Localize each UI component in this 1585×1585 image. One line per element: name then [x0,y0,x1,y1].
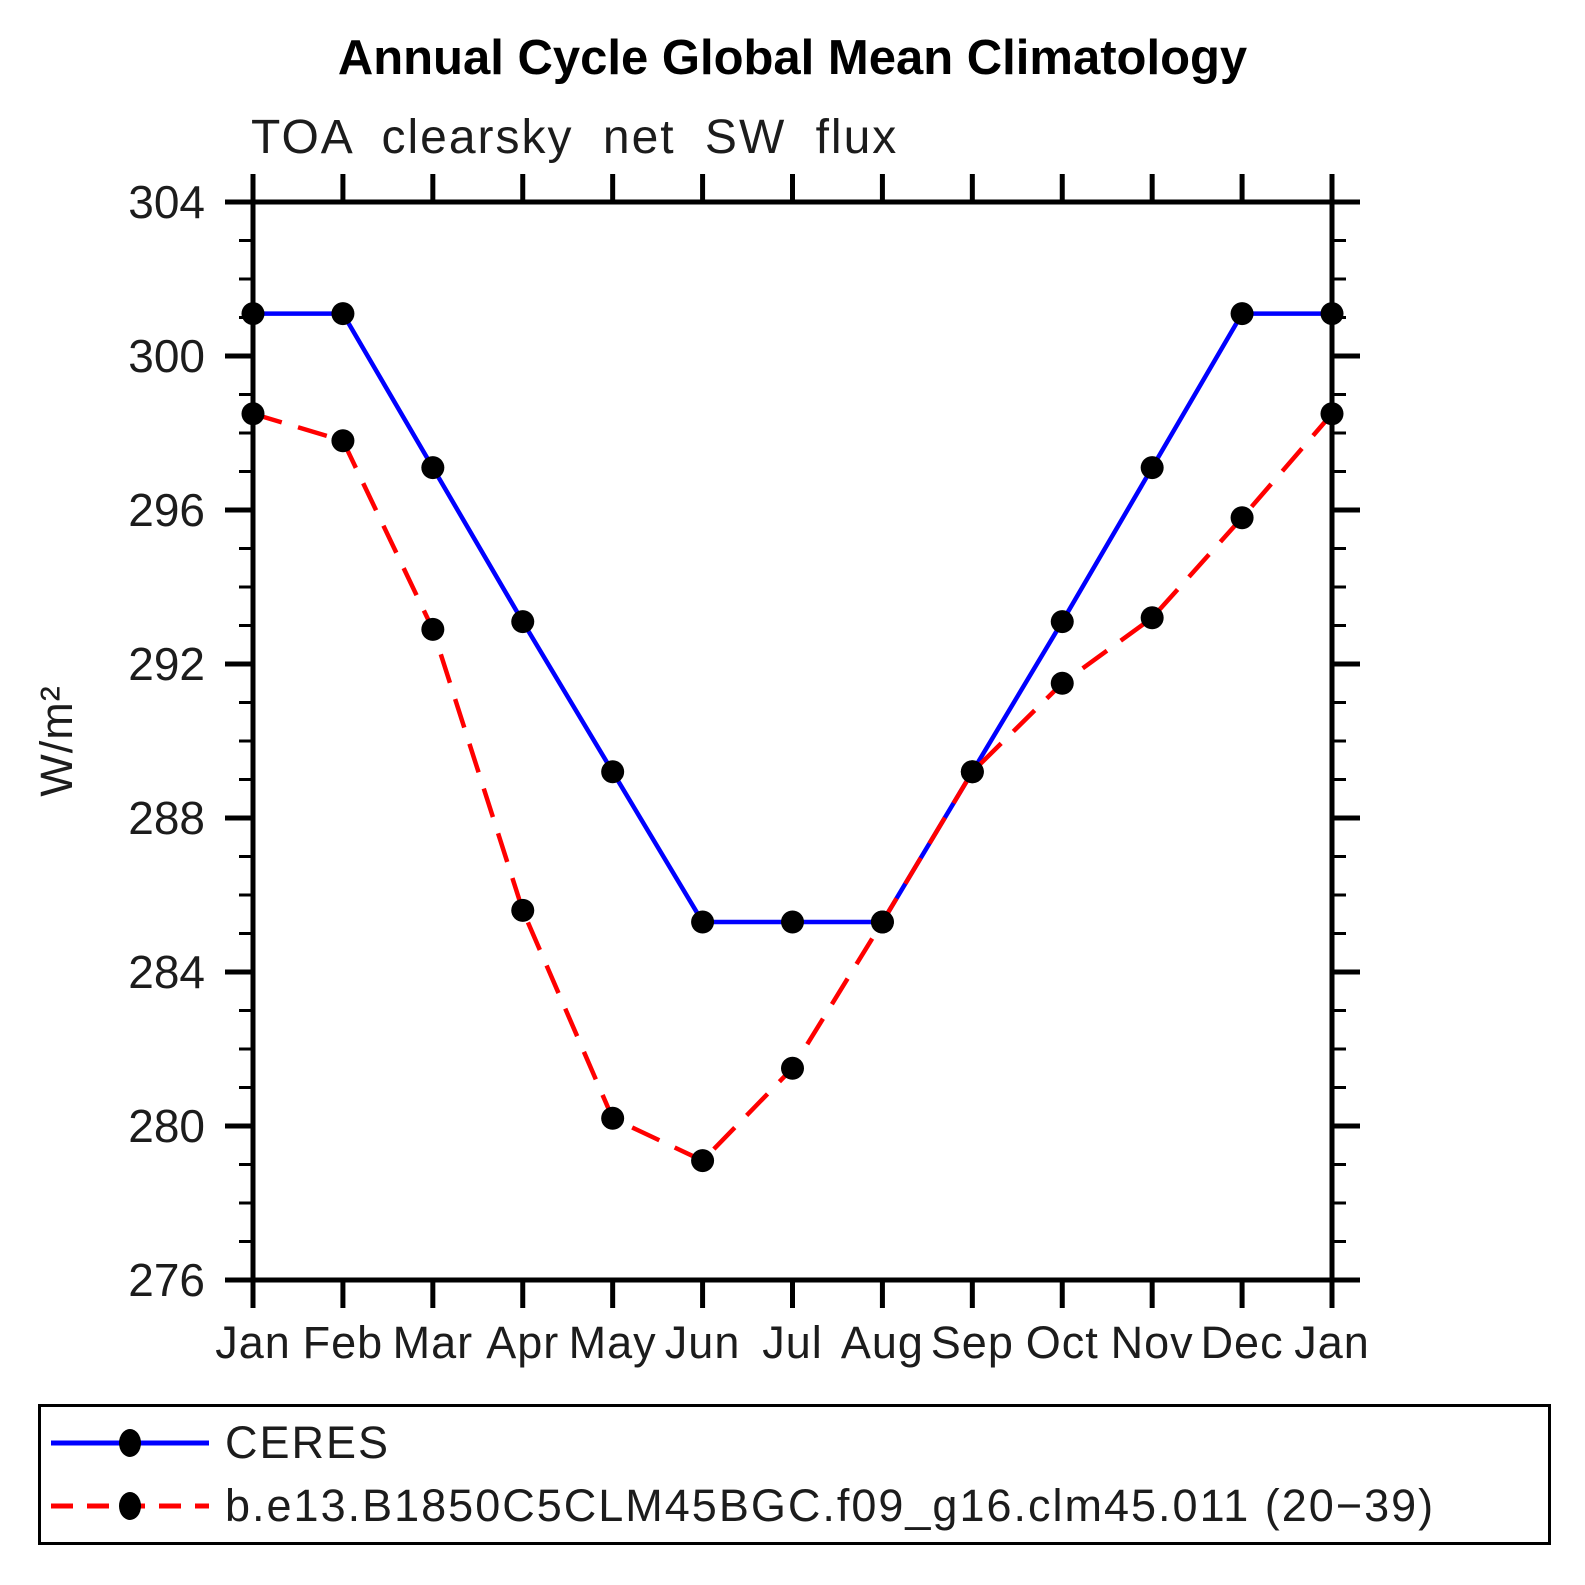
x-tick-label: Apr [486,1317,559,1368]
x-tick-label: Jan [215,1317,291,1368]
x-tick-label: Dec [1201,1317,1284,1368]
x-tick-label: May [569,1317,657,1368]
x-tick-label: Aug [841,1317,924,1368]
axis-ticks [225,174,1360,1308]
data-point-marker [241,302,265,326]
data-point-marker [1320,302,1344,326]
legend-line-model [51,1492,209,1521]
data-point-marker [1050,610,1074,634]
y-tick-label: 288 [128,792,205,844]
y-tick-label: 292 [128,638,205,690]
series-line-0 [253,311,1332,925]
data-point-marker [331,302,355,326]
y-tick-label: 304 [128,176,205,228]
data-point-marker [1050,671,1074,695]
legend-label-model: b.e13.B1850C5CLM45BGC.f09_g16.clm45.011 … [225,1480,1436,1532]
data-point-marker [781,910,804,934]
data-point-marker [691,910,715,934]
x-tick-label: Feb [303,1317,384,1368]
legend-item-ceres: CERES [47,1412,1548,1474]
chart-title: Annual Cycle Global Mean Climatology [337,31,1248,85]
data-point-marker [421,456,445,480]
y-tick-label: 296 [128,484,205,536]
y-tick-label: 276 [128,1254,205,1306]
y-axis-label: W/m² [31,685,82,796]
data-point-marker [601,760,625,784]
legend-sample-marker [119,1428,141,1457]
chart-subtitle: TOA clearsky net SW flux [251,111,899,164]
y-tick-label: 300 [128,330,205,382]
data-point-marker [1140,606,1164,630]
x-tick-label: Nov [1111,1317,1194,1368]
x-tick-label: Mar [393,1317,474,1368]
data-point-marker [1140,456,1164,480]
data-point-marker [1320,402,1344,426]
x-tick-label: Sep [931,1317,1014,1368]
data-point-marker [421,617,445,641]
y-tick-label: 280 [128,1100,205,1152]
data-point-marker [511,898,535,922]
x-tick-label: Oct [1026,1317,1099,1368]
legend-item-model: b.e13.B1850C5CLM45BGC.f09_g16.clm45.011 … [47,1475,1548,1537]
axes-frame [250,199,1335,1283]
x-tick-label: Jun [665,1317,741,1368]
y-tick-label: 284 [128,946,205,998]
legend-sample-marker [119,1492,141,1521]
data-point-marker [1230,302,1254,326]
data-point-marker [511,610,535,634]
legend-box: CERES b.e13.B1850C5CLM45BGC.f09_g16.clm4… [38,1404,1551,1545]
legend-line-ceres [51,1428,209,1457]
data-point-marker [331,429,355,453]
x-tick-label: Jul [762,1317,823,1368]
data-point-marker [781,1056,804,1080]
x-tick-label: Jan [1294,1317,1370,1368]
data-point-marker [241,402,265,426]
data-series [241,302,1344,1173]
data-point-marker [691,1149,715,1173]
data-point-marker [870,910,894,934]
data-point-marker [601,1106,625,1130]
legend-label-ceres: CERES [225,1416,391,1468]
series-line-1 [252,411,1334,1164]
data-point-marker [960,760,984,784]
data-point-marker [1230,506,1254,530]
